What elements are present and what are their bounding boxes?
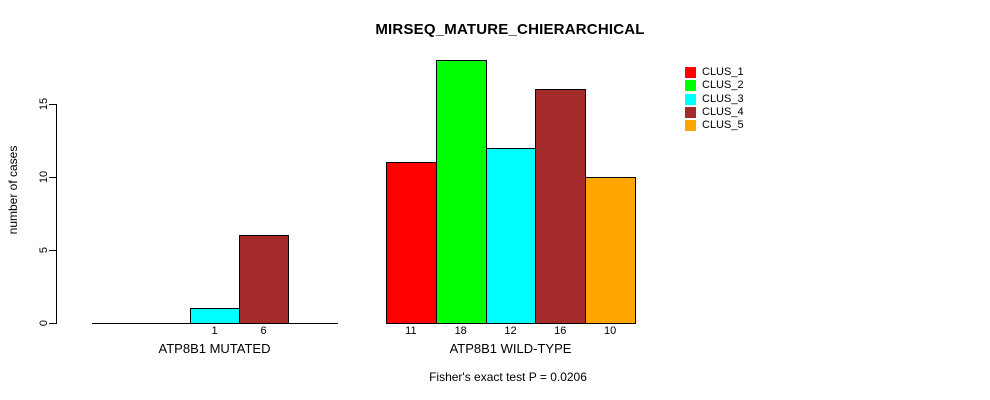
- legend-swatch-clus_3: [685, 93, 696, 105]
- caption-text: Fisher's exact test P = 0.0206: [429, 370, 587, 384]
- legend-swatch-clus_1: [685, 67, 696, 78]
- y-tick-mark: [49, 177, 56, 178]
- y-tick-label: 5: [38, 246, 50, 254]
- bar-value-label: 10: [603, 325, 617, 337]
- legend-label: CLUS_4: [702, 105, 744, 118]
- bar-clus_2-2: [435, 60, 487, 324]
- legend-label: CLUS_5: [702, 119, 744, 132]
- legend-item-clus_3: CLUS_3: [685, 93, 744, 106]
- y-axis-label: number of cases: [6, 145, 20, 235]
- bar-value-label: 11: [405, 325, 417, 337]
- bar-clus_3-1: [190, 308, 240, 324]
- legend-swatch-clus_4: [685, 106, 696, 118]
- y-tick-mark: [49, 323, 56, 324]
- y-tick-label: 0: [38, 319, 50, 327]
- y-axis-line: [56, 104, 57, 324]
- y-tick-label: 10: [38, 170, 50, 184]
- legend-swatch-clus_5: [685, 120, 696, 132]
- legend-item-clus_1: CLUS_1: [685, 66, 744, 79]
- y-tick-label: 15: [38, 97, 50, 111]
- bar-value-label: 12: [504, 325, 517, 337]
- bar-clus_4-2: [535, 89, 587, 324]
- legend-label: CLUS_2: [702, 79, 744, 92]
- legend-label: CLUS_1: [702, 66, 744, 78]
- bar-value-label: 1: [211, 325, 218, 337]
- bar-clus_1-2: [386, 162, 437, 324]
- bar-clus_4-1: [239, 235, 289, 324]
- y-tick-mark: [49, 250, 56, 251]
- bar-clus_5-2: [585, 177, 636, 324]
- bar-value-label: 6: [260, 325, 267, 337]
- group-label-1: ATP8B1 MUTATED: [158, 341, 271, 356]
- legend-swatch-clus_2: [685, 80, 696, 92]
- chart-title: MIRSEQ_MATURE_CHIERARCHICAL: [375, 21, 645, 38]
- bar-clus_3-2: [485, 147, 537, 324]
- legend-item-clus_2: CLUS_2: [685, 79, 744, 92]
- bar-value-label: 18: [454, 325, 467, 337]
- legend-item-clus_4: CLUS_4: [685, 106, 744, 119]
- group-label-2: ATP8B1 WILD-TYPE: [449, 341, 572, 356]
- y-tick-mark: [49, 104, 56, 105]
- legend-item-clus_5: CLUS_5: [685, 119, 744, 132]
- bar-value-label: 16: [554, 325, 567, 337]
- legend-label: CLUS_3: [702, 92, 744, 105]
